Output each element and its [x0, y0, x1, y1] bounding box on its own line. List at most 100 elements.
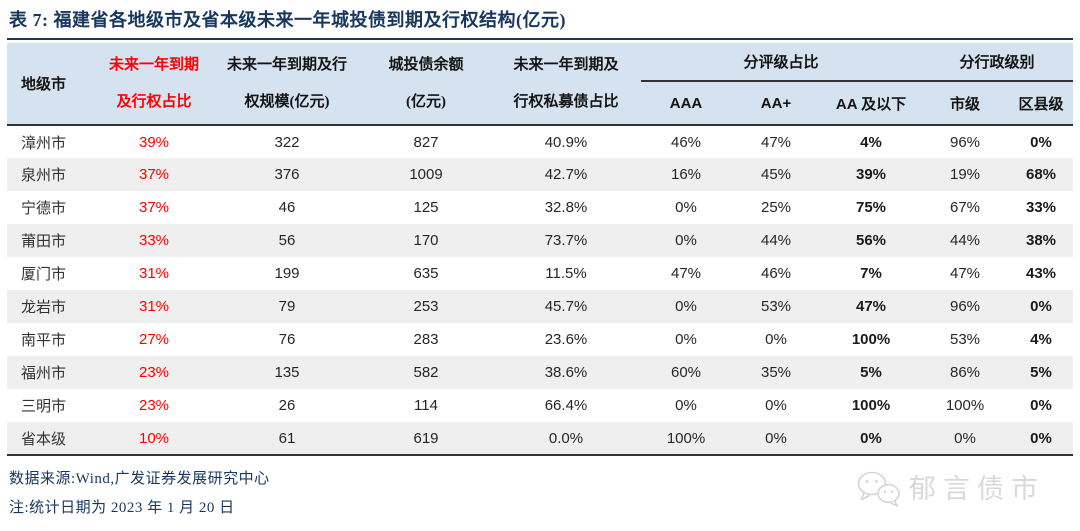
- cell-maturity-ratio: 37%: [95, 158, 213, 191]
- cell-maturity-ratio: 31%: [95, 290, 213, 323]
- cell-private-bond-ratio: 42.7%: [491, 158, 641, 191]
- table-header-group-row: 地级市 未来一年到期 及行权占比 未来一年到期及行 权规模(亿元) 城投债余额 …: [7, 43, 1074, 126]
- table-row: 省本级 10% 61 619 0.0% 100% 0% 0% 0% 0%: [7, 422, 1074, 456]
- cell-county-level-ratio: 33%: [1026, 199, 1057, 216]
- col-header-county-level: 区县级: [1009, 81, 1074, 126]
- cell-private-bond-ratio: 66.4%: [544, 397, 588, 414]
- cell-private-bond-ratio: 23.6%: [544, 331, 588, 348]
- cell-city-level-ratio: 100%: [945, 397, 985, 414]
- cell-aaa-ratio: 0%: [675, 397, 697, 414]
- data-source-note: 数据来源:Wind,广发证券发展研究中心: [9, 471, 270, 487]
- header-line: 未来一年到期: [108, 56, 199, 73]
- cell-aa-below-ratio: 100%: [851, 331, 891, 348]
- col-header-aaa: AAA: [641, 81, 731, 126]
- cell-city-level-ratio: 96%: [950, 133, 981, 151]
- table-footer: 数据来源:Wind,广发证券发展研究中心 注:统计日期为 2023 年 1 月 …: [7, 467, 1073, 521]
- cell-city: 龙岩市: [7, 290, 95, 323]
- cell-city-level-ratio: 53%: [950, 331, 981, 348]
- cell-aa-plus-ratio: 53%: [731, 290, 821, 323]
- cell-bond-balance: 114: [414, 397, 438, 414]
- cell-city-level-ratio: 86%: [921, 356, 1010, 389]
- col-header-maturity-scale: 未来一年到期及行 权规模(亿元): [213, 43, 361, 126]
- cell-aaa-ratio: 0%: [641, 224, 731, 257]
- cell-aa-plus-ratio: 0%: [765, 331, 787, 348]
- cell-aa-below-ratio: 0%: [821, 422, 922, 456]
- cell-maturity-ratio: 33%: [95, 224, 213, 257]
- header-line: (亿元): [406, 93, 446, 110]
- cell-city-level-ratio: 44%: [921, 224, 1010, 257]
- header-line: 未来一年到期及: [513, 56, 619, 73]
- cell-bond-balance: 283: [413, 331, 439, 348]
- col-group-admin-level: 分行政级别: [921, 43, 1074, 82]
- cell-bond-balance: 827: [413, 133, 439, 151]
- cell-bond-balance: 582: [361, 356, 491, 389]
- cell-maturity-ratio: 37%: [138, 199, 170, 216]
- cell-maturity-scale: 376: [213, 158, 361, 191]
- cell-aa-below-ratio: 5%: [821, 356, 922, 389]
- cell-city: 莆田市: [7, 224, 95, 257]
- cell-aaa-ratio: 60%: [641, 356, 731, 389]
- cell-bond-balance: 125: [413, 199, 439, 216]
- col-header-city: 地级市: [7, 43, 95, 126]
- cell-maturity-ratio: 23%: [95, 356, 213, 389]
- col-header-aa-plus: AA+: [731, 81, 821, 126]
- cell-maturity-scale: 199: [274, 265, 300, 282]
- cell-aa-plus-ratio: 35%: [731, 356, 821, 389]
- cell-aaa-ratio: 0%: [641, 290, 731, 323]
- table-row: 宁德市 37% 46 125 32.8% 0% 25% 75% 67% 33%: [7, 191, 1073, 224]
- cell-county-level-ratio: 38%: [1009, 224, 1074, 257]
- cell-city: 泉州市: [7, 158, 95, 191]
- table-row: 厦门市 31% 199 635 11.5% 47% 46% 7% 47% 43%: [7, 257, 1073, 290]
- title-divider: [7, 38, 1073, 40]
- cell-city: 南平市: [21, 333, 67, 349]
- cell-bond-balance: 253: [361, 290, 491, 323]
- cell-maturity-scale: 56: [213, 224, 361, 257]
- cell-county-level-ratio: 0%: [1030, 133, 1052, 151]
- col-header-aa-below: AA 及以下: [821, 81, 922, 126]
- cell-aaa-ratio: 100%: [641, 422, 731, 456]
- cell-aa-plus-ratio: 44%: [731, 224, 821, 257]
- table-row: 漳州市 39% 322 827 40.9% 46% 47% 4% 96% 0%: [7, 125, 1073, 158]
- table-row: 莆田市 33% 56 170 73.7% 0% 44% 56% 44% 38%: [7, 224, 1074, 257]
- cell-maturity-scale: 46: [278, 199, 296, 216]
- cell-aaa-ratio: 0%: [675, 331, 697, 348]
- cell-maturity-ratio: 10%: [95, 422, 213, 456]
- header-line: 城投债余额: [388, 56, 464, 73]
- cell-aaa-ratio: 0%: [675, 199, 697, 216]
- cell-bond-balance: 1009: [361, 158, 491, 191]
- cell-maturity-ratio: 39%: [138, 133, 170, 151]
- cell-aa-plus-ratio: 47%: [760, 133, 792, 151]
- cell-aa-below-ratio: 100%: [851, 397, 891, 414]
- watermark-text: 郁言债市: [909, 474, 1045, 504]
- cell-maturity-scale: 26: [278, 397, 296, 414]
- col-group-rating: 分评级占比: [641, 43, 922, 82]
- cell-private-bond-ratio: 32.8%: [544, 199, 588, 216]
- cell-city-level-ratio: 67%: [950, 199, 981, 216]
- header-line: 及行权占比: [116, 93, 192, 110]
- cell-private-bond-ratio: 11.5%: [545, 265, 587, 282]
- cell-maturity-ratio: 27%: [138, 331, 170, 348]
- col-header-city-level: 市级: [921, 81, 1010, 126]
- cell-city: 三明市: [21, 399, 67, 415]
- col-header-bond-balance: 城投债余额 (亿元): [361, 43, 491, 126]
- header-line: 未来一年到期及行: [226, 56, 347, 73]
- cell-aa-plus-ratio: 46%: [760, 265, 792, 282]
- cell-city: 漳州市: [21, 135, 67, 152]
- cell-aa-plus-ratio: 0%: [765, 397, 787, 414]
- cell-county-level-ratio: 5%: [1009, 356, 1074, 389]
- cell-private-bond-ratio: 73.7%: [491, 224, 641, 257]
- col-header-private-bond-ratio: 未来一年到期及 行权私募债占比: [491, 43, 641, 126]
- table-header: 地级市 未来一年到期 及行权占比 未来一年到期及行 权规模(亿元) 城投债余额 …: [7, 43, 1074, 126]
- header-line: 行权私募债占比: [513, 93, 619, 110]
- cell-aa-below-ratio: 4%: [860, 133, 882, 151]
- cell-aa-plus-ratio: 45%: [731, 158, 821, 191]
- cell-bond-balance: 170: [361, 224, 491, 257]
- cell-private-bond-ratio: 40.9%: [544, 133, 588, 151]
- cell-bond-balance: 635: [413, 265, 439, 282]
- cell-aaa-ratio: 16%: [641, 158, 731, 191]
- cell-city-level-ratio: 96%: [921, 290, 1010, 323]
- table-title: 表 7: 福建省各地级市及省本级未来一年城投债到期及行权结构(亿元): [9, 10, 566, 30]
- cell-aa-below-ratio: 47%: [821, 290, 922, 323]
- cell-maturity-ratio: 31%: [138, 265, 170, 282]
- cell-bond-balance: 619: [361, 422, 491, 456]
